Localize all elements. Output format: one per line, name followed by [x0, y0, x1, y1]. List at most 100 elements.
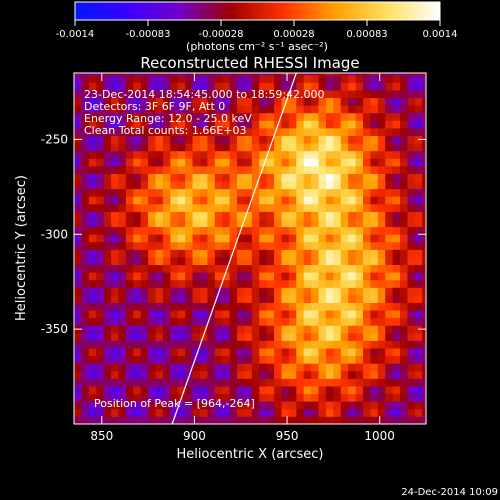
- heatmap-cell: [274, 370, 282, 379]
- heatmap-cell: [414, 165, 423, 174]
- heatmap-cell: [214, 226, 223, 235]
- heatmap-cell: [155, 74, 164, 83]
- heatmap-cell: [192, 370, 201, 379]
- heatmap-cell: [133, 310, 142, 319]
- heatmap-cell: [192, 173, 201, 182]
- heatmap-cell: [363, 173, 371, 182]
- heatmap-cell: [281, 219, 290, 228]
- heatmap-cell: [103, 158, 112, 167]
- heatmap-cell: [140, 73, 149, 76]
- heatmap-cell: [340, 241, 349, 250]
- heatmap-cell: [311, 226, 319, 235]
- heatmap-cell: [237, 348, 245, 357]
- heatmap-cell: [340, 90, 349, 99]
- heatmap-cell: [422, 378, 426, 387]
- heatmap-cell: [118, 112, 127, 121]
- heatmap-cell: [318, 348, 327, 357]
- heatmap-cell: [81, 150, 90, 159]
- heatmap-cell: [414, 105, 423, 114]
- heatmap-cell: [392, 143, 401, 152]
- heatmap-cell: [222, 173, 231, 182]
- heatmap-cell: [392, 416, 401, 424]
- heatmap-cell: [133, 165, 142, 174]
- heatmap-cell: [422, 249, 426, 258]
- heatmap-cell: [348, 408, 356, 417]
- heatmap-cell: [363, 279, 371, 288]
- heatmap-cell: [251, 257, 260, 266]
- heatmap-cell: [407, 310, 416, 319]
- heatmap-cell: [222, 203, 231, 212]
- heatmap-cell: [340, 173, 349, 182]
- heatmap-cell: [125, 211, 134, 220]
- heatmap-cell: [214, 279, 223, 288]
- heatmap-cell: [407, 181, 416, 190]
- heatmap-cell: [111, 310, 119, 319]
- heatmap-cell: [133, 112, 142, 121]
- heatmap-cell: [170, 264, 179, 273]
- heatmap-cell: [370, 370, 379, 379]
- heatmap-cell: [311, 249, 319, 258]
- heatmap-cell: [274, 158, 282, 167]
- solar-limb-line: [171, 73, 297, 424]
- heatmap-cell: [207, 355, 216, 364]
- heatmap-cell: [348, 257, 356, 266]
- heatmap-cell: [177, 302, 186, 311]
- heatmap-cell: [96, 219, 105, 228]
- heatmap-cell: [162, 257, 171, 266]
- heatmap-cell: [199, 143, 208, 152]
- heatmap-cell: [162, 73, 171, 76]
- heatmap-cell: [422, 348, 426, 357]
- heatmap-cell: [318, 128, 327, 137]
- heatmap-cell: [111, 317, 119, 326]
- heatmap-cell: [74, 158, 82, 167]
- heatmap-cell: [96, 97, 105, 106]
- heatmap-cell: [81, 325, 90, 334]
- heatmap-cell: [251, 105, 260, 114]
- heatmap-cell: [96, 264, 105, 273]
- heatmap-cell: [348, 158, 356, 167]
- heatmap-cell: [333, 378, 342, 387]
- heatmap-cell: [392, 317, 401, 326]
- heatmap-cell: [125, 294, 134, 303]
- heatmap-cell: [185, 378, 193, 387]
- heatmap-cell: [333, 272, 342, 281]
- heatmap-cell: [177, 211, 186, 220]
- heatmap-cell: [281, 74, 290, 83]
- heatmap-cell: [259, 249, 268, 258]
- heatmap-cell: [303, 128, 312, 137]
- heatmap-cell: [363, 90, 371, 99]
- heatmap-cell: [207, 340, 216, 349]
- heatmap-cell: [370, 302, 379, 311]
- heatmap-cell: [318, 82, 327, 91]
- heatmap-cell: [207, 363, 216, 372]
- heatmap-cell: [363, 370, 371, 379]
- heatmap-cell: [155, 234, 164, 243]
- heatmap-cell: [281, 158, 290, 167]
- heatmap-cell: [244, 332, 253, 341]
- heatmap-cell: [355, 287, 364, 296]
- heatmap-cell: [392, 226, 401, 235]
- heatmap-cell: [348, 416, 356, 424]
- heatmap-cell: [133, 105, 142, 114]
- heatmap-cell: [400, 401, 408, 410]
- heatmap-cell: [259, 90, 268, 99]
- heatmap-cell: [185, 203, 193, 212]
- heatmap-cell: [96, 165, 105, 174]
- heatmap-cell: [185, 128, 193, 137]
- heatmap-cell: [281, 393, 290, 402]
- heatmap-cell: [325, 143, 334, 152]
- heatmap-cell: [325, 120, 334, 129]
- heatmap-cell: [74, 408, 82, 417]
- heatmap-cell: [303, 287, 312, 296]
- heatmap-cell: [274, 234, 282, 243]
- heatmap-cell: [118, 82, 127, 91]
- heatmap-cell: [288, 332, 297, 341]
- heatmap-cell: [333, 211, 342, 220]
- heatmap-cell: [177, 416, 186, 424]
- heatmap-cell: [385, 363, 394, 372]
- heatmap-cell: [355, 226, 364, 235]
- heatmap-cell: [377, 325, 386, 334]
- heatmap-cell: [281, 408, 290, 417]
- heatmap-cell: [88, 226, 97, 235]
- heatmap-cell: [177, 135, 186, 144]
